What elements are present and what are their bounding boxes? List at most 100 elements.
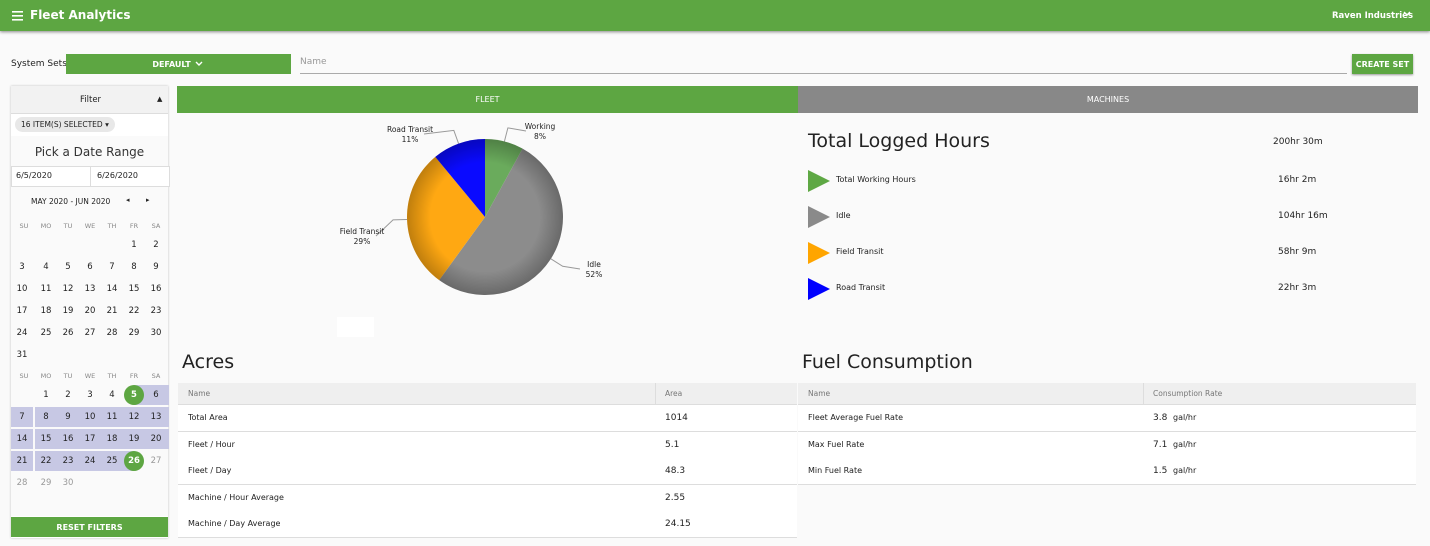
day[interactable]: 10 xyxy=(79,406,101,428)
day[interactable]: 30 xyxy=(145,322,167,344)
day[interactable]: 28 xyxy=(11,472,33,494)
next-button[interactable]: ▸ xyxy=(146,196,150,204)
day[interactable]: 11 xyxy=(101,406,123,428)
day[interactable]: 20 xyxy=(145,428,167,450)
prev-button[interactable]: ◂ xyxy=(126,196,130,204)
legend-label: Total Working Hours xyxy=(836,175,916,184)
row-name: Machine / Hour Average xyxy=(188,493,284,502)
day[interactable]: 3 xyxy=(11,256,33,278)
create-set-button[interactable]: CREATE SET xyxy=(1352,54,1413,74)
day[interactable]: 13 xyxy=(79,278,101,300)
day[interactable]: 28 xyxy=(101,322,123,344)
day[interactable]: 21 xyxy=(101,300,123,322)
day[interactable]: 16 xyxy=(57,428,79,450)
day[interactable]: 4 xyxy=(35,256,57,278)
legend-marker xyxy=(807,277,831,301)
day[interactable]: 19 xyxy=(57,300,79,322)
table-row xyxy=(178,432,797,459)
day[interactable]: 2 xyxy=(57,384,79,406)
day[interactable]: 7 xyxy=(11,406,33,428)
day[interactable]: 25 xyxy=(35,322,57,344)
legend-value: 104hr 16m xyxy=(1278,211,1328,221)
day[interactable]: 15 xyxy=(35,428,57,450)
day[interactable]: 23 xyxy=(145,300,167,322)
weekday: SU xyxy=(13,365,35,387)
day[interactable]: 26 xyxy=(123,450,145,472)
start-date: 6/5/2020 xyxy=(16,171,52,180)
name-input[interactable]: Name xyxy=(300,57,1347,74)
day[interactable]: 3 xyxy=(79,384,101,406)
pie-chart: Working8%Idle52%Field Transit29%Road Tra… xyxy=(300,113,660,343)
day[interactable]: 31 xyxy=(11,344,33,366)
set-dropdown[interactable]: DEFAULT xyxy=(66,54,291,74)
day[interactable]: 27 xyxy=(79,322,101,344)
day[interactable]: 6 xyxy=(145,384,167,406)
day[interactable]: 9 xyxy=(57,406,79,428)
day[interactable]: 23 xyxy=(57,450,79,472)
day[interactable]: 10 xyxy=(11,278,33,300)
day[interactable]: 30 xyxy=(57,472,79,494)
day[interactable]: 5 xyxy=(123,384,145,406)
day[interactable]: 11 xyxy=(35,278,57,300)
slice-value: 11% xyxy=(402,135,419,144)
day[interactable]: 12 xyxy=(123,406,145,428)
day[interactable]: 26 xyxy=(57,322,79,344)
row-name: Max Fuel Rate xyxy=(808,440,864,449)
day[interactable]: 5 xyxy=(57,256,79,278)
day[interactable]: 8 xyxy=(123,256,145,278)
day[interactable]: 18 xyxy=(101,428,123,450)
chevron xyxy=(1403,11,1411,17)
day[interactable]: 7 xyxy=(101,256,123,278)
weekday: WE xyxy=(79,215,101,237)
day[interactable]: 8 xyxy=(35,406,57,428)
date-title: Pick a Date Range xyxy=(11,145,168,159)
row-value: 3.8 xyxy=(1153,413,1167,423)
day[interactable]: 29 xyxy=(35,472,57,494)
row-value: 5.1 xyxy=(665,440,679,450)
acres-title: Acres xyxy=(182,351,234,373)
blank-box xyxy=(337,317,374,337)
day[interactable]: 9 xyxy=(145,256,167,278)
day[interactable]: 6 xyxy=(79,256,101,278)
top-bar xyxy=(0,0,1430,31)
selection-chip[interactable]: 16 ITEM(S) SELECTED ▾ xyxy=(15,117,115,132)
day[interactable]: 17 xyxy=(79,428,101,450)
row-unit: gal/hr xyxy=(1173,440,1196,449)
day[interactable]: 19 xyxy=(123,428,145,450)
day[interactable]: 1 xyxy=(35,384,57,406)
row-value: 1.5 xyxy=(1153,466,1167,476)
day[interactable]: 20 xyxy=(79,300,101,322)
day[interactable]: 16 xyxy=(145,278,167,300)
set-name: DEFAULT xyxy=(152,60,190,69)
day[interactable]: 24 xyxy=(11,322,33,344)
day[interactable]: 27 xyxy=(145,450,167,472)
account-name[interactable]: Raven Industries xyxy=(1332,11,1413,21)
day[interactable]: 22 xyxy=(123,300,145,322)
menu-icon[interactable] xyxy=(12,11,24,21)
reset-button[interactable]: RESET FILTERS xyxy=(11,517,168,537)
day[interactable]: 29 xyxy=(123,322,145,344)
column-header: Area xyxy=(665,389,682,398)
slice-label: Idle xyxy=(587,260,601,269)
tab[interactable]: FLEET xyxy=(177,86,798,113)
day[interactable]: 15 xyxy=(123,278,145,300)
day[interactable]: 13 xyxy=(145,406,167,428)
day[interactable]: 24 xyxy=(79,450,101,472)
day[interactable]: 1 xyxy=(123,234,145,256)
day[interactable]: 14 xyxy=(11,428,33,450)
day[interactable]: 2 xyxy=(145,234,167,256)
day[interactable]: 25 xyxy=(101,450,123,472)
tab-label: FLEET xyxy=(475,95,499,104)
day[interactable]: 22 xyxy=(35,450,57,472)
day[interactable]: 4 xyxy=(101,384,123,406)
day[interactable]: 14 xyxy=(101,278,123,300)
collapse-icon[interactable]: ▲ xyxy=(157,95,162,103)
day[interactable]: 21 xyxy=(11,450,33,472)
legend-label: Road Transit xyxy=(836,283,885,292)
day[interactable]: 18 xyxy=(35,300,57,322)
tab[interactable]: MACHINES xyxy=(798,86,1418,113)
row-name: Fleet Average Fuel Rate xyxy=(808,413,903,422)
weekday: TU xyxy=(57,215,79,237)
day[interactable]: 17 xyxy=(11,300,33,322)
day[interactable]: 12 xyxy=(57,278,79,300)
